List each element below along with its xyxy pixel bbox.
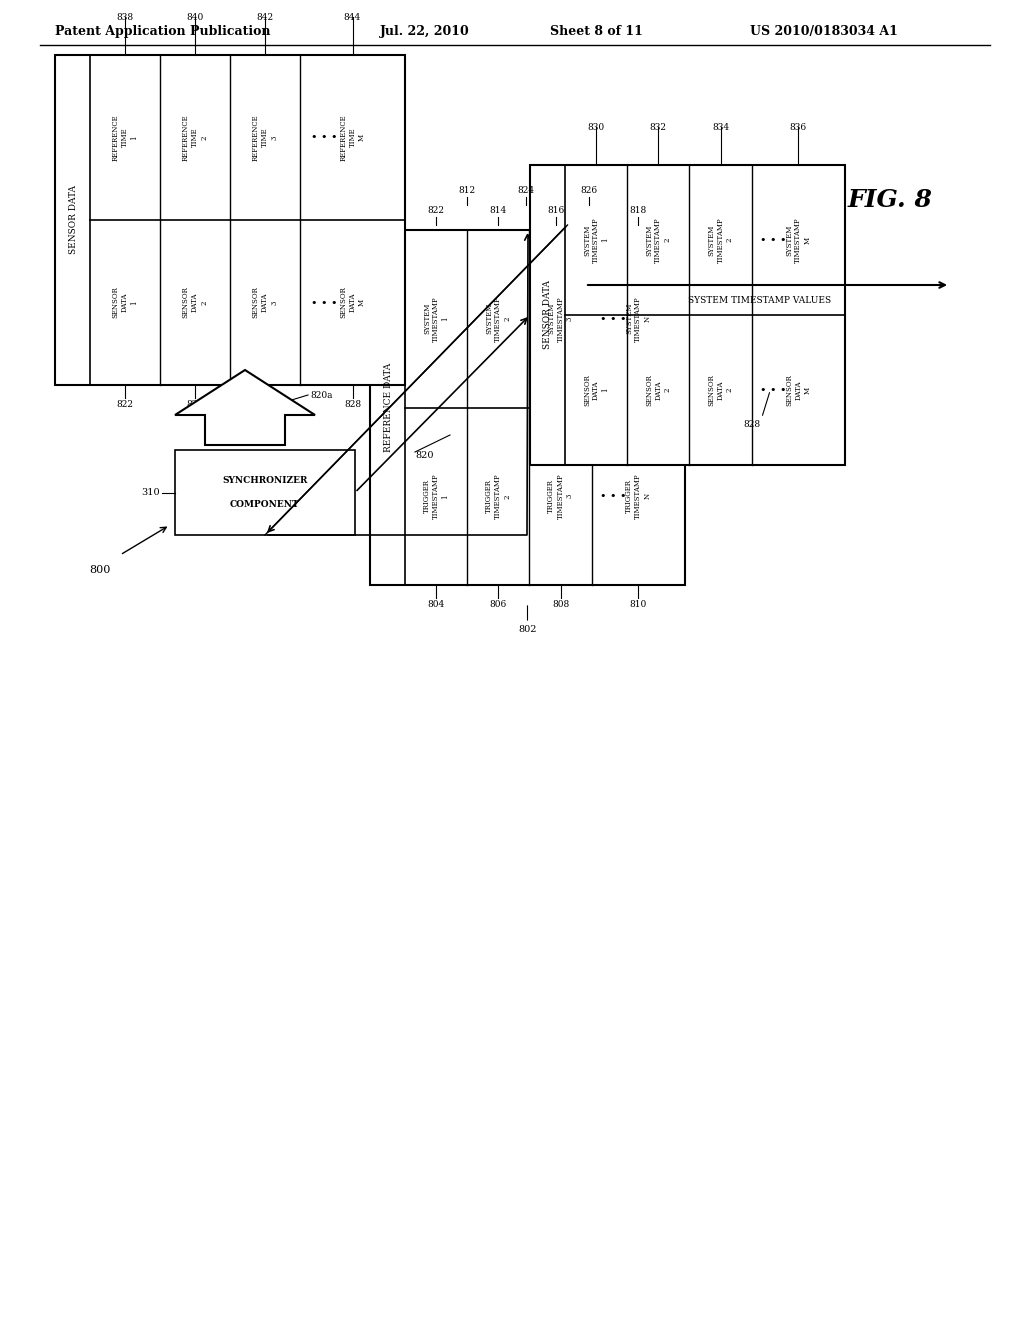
Text: 822: 822 <box>428 206 444 215</box>
Text: SYSTEM
TIMESTAMP
2: SYSTEM TIMESTAMP 2 <box>645 218 672 263</box>
Text: SENSOR
DATA
2: SENSOR DATA 2 <box>182 286 208 318</box>
Text: REFERENCE
TIME
3: REFERENCE TIME 3 <box>252 115 279 161</box>
Text: 804: 804 <box>427 601 444 609</box>
Text: REFERENCE
TIME
M: REFERENCE TIME M <box>339 115 366 161</box>
Text: REFERENCE
TIME
1: REFERENCE TIME 1 <box>112 115 138 161</box>
Text: 840: 840 <box>186 13 204 22</box>
Text: 824: 824 <box>518 186 535 195</box>
Text: SENSOR
DATA
3: SENSOR DATA 3 <box>252 286 279 318</box>
Text: SYSTEM
TIMESTAMP
M: SYSTEM TIMESTAMP M <box>785 218 812 263</box>
Text: 806: 806 <box>489 601 507 609</box>
Text: SYSTEM
TIMESTAMP
1: SYSTEM TIMESTAMP 1 <box>583 218 609 263</box>
Text: 836: 836 <box>790 123 807 132</box>
Text: Patent Application Publication: Patent Application Publication <box>55 25 270 38</box>
Text: SYSTEM TIMESTAMP VALUES: SYSTEM TIMESTAMP VALUES <box>688 296 831 305</box>
Text: • • •: • • • <box>311 297 338 308</box>
Text: 838: 838 <box>117 13 133 22</box>
Text: SYSTEM
TIMESTAMP
2: SYSTEM TIMESTAMP 2 <box>485 296 512 342</box>
Text: SENSOR
DATA
M: SENSOR DATA M <box>785 374 812 407</box>
Text: TRIGGER
TIMESTAMP
1: TRIGGER TIMESTAMP 1 <box>423 474 450 519</box>
Text: 820: 820 <box>415 450 433 459</box>
Text: 818: 818 <box>630 206 647 215</box>
Text: • • •: • • • <box>760 385 786 395</box>
Text: 810: 810 <box>630 601 647 609</box>
Text: 812: 812 <box>459 186 476 195</box>
Text: SENSOR
DATA
M: SENSOR DATA M <box>339 286 366 318</box>
Text: 834: 834 <box>712 123 729 132</box>
Text: SENSOR
DATA
2: SENSOR DATA 2 <box>645 374 672 407</box>
FancyBboxPatch shape <box>530 165 845 465</box>
Text: TRIGGER
TIMESTAMP
N: TRIGGER TIMESTAMP N <box>625 474 651 519</box>
Text: SYSTEM
TIMESTAMP
3: SYSTEM TIMESTAMP 3 <box>548 296 573 342</box>
Text: • • •: • • • <box>600 491 627 502</box>
Text: 826: 826 <box>256 400 273 409</box>
Text: US 2010/0183034 A1: US 2010/0183034 A1 <box>750 25 898 38</box>
Text: SENSOR DATA: SENSOR DATA <box>544 281 553 350</box>
Text: 800: 800 <box>89 565 111 576</box>
Text: 816: 816 <box>547 206 564 215</box>
Text: REFERENCE
TIME
2: REFERENCE TIME 2 <box>182 115 208 161</box>
Polygon shape <box>175 370 315 445</box>
Text: 830: 830 <box>588 123 605 132</box>
Text: COMPONENT: COMPONENT <box>230 500 300 510</box>
Text: • • •: • • • <box>600 314 627 323</box>
Text: SENSOR DATA: SENSOR DATA <box>69 186 78 255</box>
Text: SYSTEM
TIMESTAMP
1: SYSTEM TIMESTAMP 1 <box>423 296 450 342</box>
Text: • • •: • • • <box>311 132 338 143</box>
Text: SENSOR
DATA
2: SENSOR DATA 2 <box>708 374 734 407</box>
Text: 826: 826 <box>580 186 597 195</box>
FancyBboxPatch shape <box>55 55 406 385</box>
Text: 824: 824 <box>186 400 204 409</box>
Text: REFERENCE DATA: REFERENCE DATA <box>384 363 392 453</box>
Text: 820a: 820a <box>310 391 333 400</box>
Text: FIG. 8: FIG. 8 <box>848 187 933 213</box>
Text: SYSTEM
TIMESTAMP
2: SYSTEM TIMESTAMP 2 <box>708 218 734 263</box>
Text: Sheet 8 of 11: Sheet 8 of 11 <box>550 25 643 38</box>
Text: SYNCHRONIZER: SYNCHRONIZER <box>222 477 307 484</box>
Text: SYSTEM
TIMESTAMP
N: SYSTEM TIMESTAMP N <box>625 296 651 342</box>
Text: 842: 842 <box>256 13 273 22</box>
Text: 828: 828 <box>743 421 760 429</box>
Text: 828: 828 <box>344 400 361 409</box>
Text: 310: 310 <box>141 488 160 498</box>
Text: Jul. 22, 2010: Jul. 22, 2010 <box>380 25 470 38</box>
Text: SENSOR
DATA
1: SENSOR DATA 1 <box>583 374 609 407</box>
Text: • • •: • • • <box>760 235 786 246</box>
Text: 822: 822 <box>117 400 133 409</box>
Text: 844: 844 <box>344 13 361 22</box>
Text: 802: 802 <box>518 626 537 635</box>
Text: TRIGGER
TIMESTAMP
2: TRIGGER TIMESTAMP 2 <box>485 474 512 519</box>
FancyBboxPatch shape <box>370 230 685 585</box>
Text: 832: 832 <box>650 123 667 132</box>
Text: 814: 814 <box>489 206 507 215</box>
Text: TRIGGER
TIMESTAMP
3: TRIGGER TIMESTAMP 3 <box>548 474 573 519</box>
Text: 808: 808 <box>552 601 569 609</box>
Text: SENSOR
DATA
1: SENSOR DATA 1 <box>112 286 138 318</box>
FancyBboxPatch shape <box>175 450 355 535</box>
